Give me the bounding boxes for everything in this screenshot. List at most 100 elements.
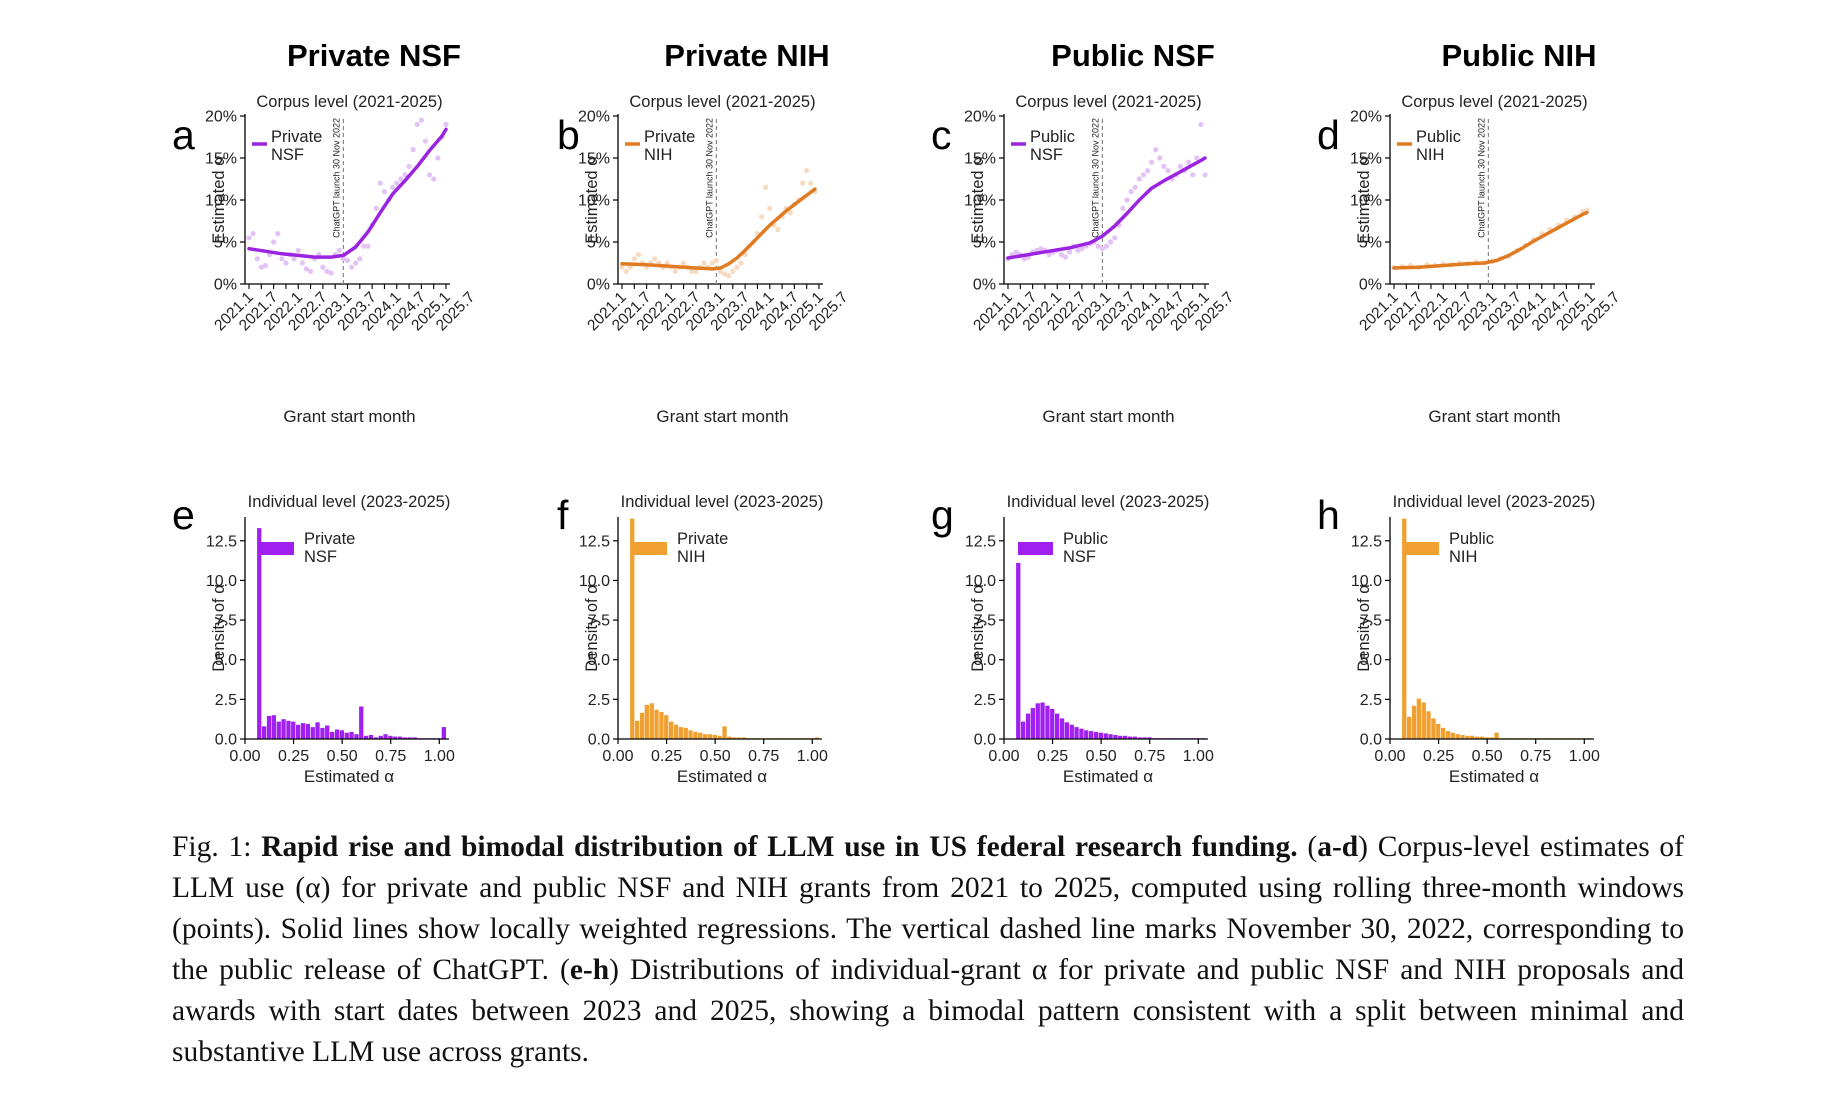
histogram-bar xyxy=(1030,708,1035,739)
caption-label: Fig. 1: xyxy=(172,831,262,863)
y-tick-label: 10.0 xyxy=(965,573,996,590)
x-axis-label: Estimated α xyxy=(304,767,394,786)
histogram-bar xyxy=(741,737,747,739)
histogram-bar xyxy=(683,727,688,739)
y-tick-label: 12.5 xyxy=(1351,533,1382,550)
data-point xyxy=(1013,249,1019,255)
histogram-bar xyxy=(271,715,276,739)
data-point xyxy=(1190,172,1196,178)
histogram-bar xyxy=(698,732,703,739)
data-point xyxy=(1198,121,1204,127)
y-tick-label: 0.0 xyxy=(215,732,237,749)
data-point xyxy=(299,260,305,266)
data-point xyxy=(1161,163,1167,169)
data-point xyxy=(799,180,806,186)
data-point xyxy=(1108,239,1114,245)
data-point xyxy=(1103,243,1110,249)
histogram-bar xyxy=(1108,734,1113,739)
corpus-title: Corpus level (2021-2025) xyxy=(256,93,442,111)
data-point xyxy=(730,268,736,274)
panel-letter-d: d xyxy=(1317,112,1340,158)
x-tick-label: 0.50 xyxy=(1472,748,1503,765)
histogram-bar xyxy=(814,737,819,739)
y-axis-label: Density of α xyxy=(583,584,601,672)
histogram-bar xyxy=(368,735,374,739)
legend-label-line1: Private xyxy=(271,128,322,146)
data-point xyxy=(672,268,678,274)
corpus-title: Corpus level (2021-2025) xyxy=(1015,93,1201,111)
data-point xyxy=(627,264,633,270)
corpus-title: Corpus level (2021-2025) xyxy=(1401,93,1587,111)
x-axis-label: Estimated α xyxy=(1449,767,1539,786)
data-point xyxy=(283,260,289,266)
chart-panel-f: Individual level (2023-2025) 0.0 2.5 5.0 7.5… xyxy=(579,493,828,786)
data-point xyxy=(775,226,781,232)
data-point xyxy=(418,117,424,123)
histogram-bar xyxy=(344,732,349,739)
histogram-bar xyxy=(717,735,722,739)
data-point xyxy=(709,260,715,266)
chart-panel-b: Corpus level (2021-2025)0%5%10%15%20%202… xyxy=(578,93,851,426)
y-tick-label: 2.5 xyxy=(588,692,610,709)
x-axis-label: Estimated α xyxy=(1063,767,1153,786)
data-point xyxy=(414,121,420,127)
histogram-bar xyxy=(1421,702,1426,739)
data-point xyxy=(1202,172,1208,178)
data-point xyxy=(262,262,269,269)
y-axis-label: Estimated α xyxy=(1355,156,1373,244)
data-point xyxy=(713,257,719,264)
data-point xyxy=(431,176,437,182)
y-tick-label: 20% xyxy=(1350,109,1382,126)
data-point xyxy=(1099,246,1105,252)
histogram-bar xyxy=(732,737,737,739)
y-tick-label: 5% xyxy=(214,235,237,252)
y-tick-label: 0.0 xyxy=(588,732,610,749)
y-tick-label: 10% xyxy=(1350,193,1382,210)
y-tick-label: 20% xyxy=(578,109,610,126)
x-tick-label: 0.50 xyxy=(327,748,358,765)
histogram-bar xyxy=(1441,727,1446,739)
data-point xyxy=(254,256,260,262)
y-tick-label: 10% xyxy=(205,193,237,210)
histogram-bar xyxy=(1025,713,1031,739)
data-point xyxy=(631,256,637,262)
y-tick-label: 5.0 xyxy=(1360,652,1382,669)
data-point xyxy=(258,264,264,270)
histogram-bar xyxy=(402,737,408,739)
y-axis-label: Estimated α xyxy=(210,156,228,244)
x-tick-label: 0.25 xyxy=(278,748,309,765)
data-point xyxy=(344,257,351,264)
x-axis-label: Grant start month xyxy=(656,407,788,426)
histogram-bar xyxy=(262,726,267,739)
data-point xyxy=(1058,252,1064,258)
legend-label-line1: Private xyxy=(644,128,695,146)
trend-line xyxy=(247,127,448,259)
data-point xyxy=(275,231,281,237)
x-tick-label: 1.00 xyxy=(797,748,828,765)
data-point xyxy=(1157,155,1163,161)
hist-title: Individual level (2023-2025) xyxy=(1007,493,1210,511)
legend-label-line2: NSF xyxy=(1063,548,1096,566)
chart-panel-c: Corpus level (2021-2025)0%5%10%15%20%202… xyxy=(964,93,1237,426)
legend-swatch xyxy=(632,542,667,555)
x-axis-label: Estimated α xyxy=(677,767,767,786)
hist-title: Individual level (2023-2025) xyxy=(621,493,824,511)
y-axis-label: Estimated α xyxy=(969,156,987,244)
data-point xyxy=(689,268,695,274)
data-point xyxy=(717,268,724,274)
histogram-bar xyxy=(349,731,354,739)
histogram-bar xyxy=(1127,736,1133,739)
histogram-bar xyxy=(388,735,393,739)
histogram-bar xyxy=(1045,705,1050,739)
data-point xyxy=(361,243,367,249)
histogram-bar xyxy=(707,734,713,739)
y-axis-label: Estimated α xyxy=(583,156,601,244)
corpus-title: Corpus level (2021-2025) xyxy=(629,93,815,111)
histogram-bar xyxy=(688,730,693,739)
data-point xyxy=(1075,247,1081,253)
caption-text-1a: ( xyxy=(1297,831,1318,863)
x-tick-label: 0.00 xyxy=(988,748,1019,765)
data-point xyxy=(394,180,400,186)
histogram-bar xyxy=(281,719,286,739)
data-point xyxy=(680,260,687,266)
